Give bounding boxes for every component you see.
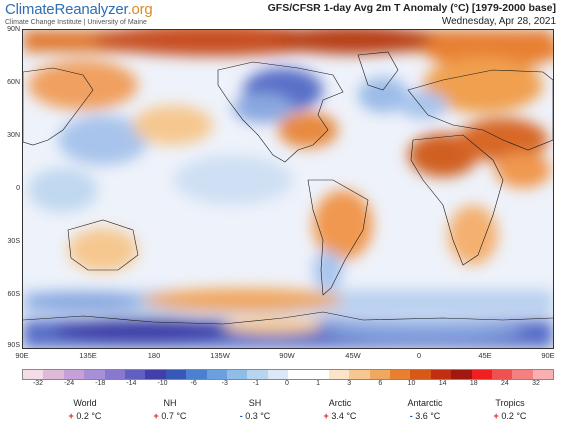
stat-antarctic: Antarctic - 3.6 °C xyxy=(385,398,465,421)
coastlines xyxy=(23,51,553,325)
stat-sign: + xyxy=(68,411,74,421)
stat-tropics: Tropics + 0.2 °C xyxy=(470,398,550,421)
stat-sign: + xyxy=(493,411,499,421)
scale-swatch xyxy=(532,370,554,379)
scale-swatch xyxy=(63,370,85,379)
scale-swatch xyxy=(84,370,105,379)
stat-name: World xyxy=(73,398,97,408)
anomaly-map xyxy=(22,29,554,349)
stat-value: + 0.7 °C xyxy=(130,411,210,421)
scale-swatch xyxy=(491,370,513,379)
lon-label: 45E xyxy=(478,351,492,360)
stat-number: 3.4 °C xyxy=(328,411,357,421)
lat-label: 30N xyxy=(7,132,20,139)
stat-sign: + xyxy=(323,411,329,421)
anomaly-field xyxy=(23,30,553,348)
lat-label: 60N xyxy=(7,79,20,86)
scale-swatch xyxy=(267,370,289,379)
stat-number: 0.2 °C xyxy=(498,411,527,421)
stat-name: NH xyxy=(163,398,177,408)
stat-sign: - xyxy=(409,411,413,421)
stat-name: Arctic xyxy=(328,398,352,408)
lat-label: 90N xyxy=(7,26,20,33)
stat-arctic: Arctic + 3.4 °C xyxy=(300,398,380,421)
scale-swatch xyxy=(124,370,146,379)
scale-label: -1 xyxy=(252,380,259,387)
scale-swatch xyxy=(451,370,472,379)
lat-label: 60S xyxy=(7,291,20,298)
stat-sign: - xyxy=(239,411,243,421)
scale-swatch xyxy=(23,370,44,379)
scale-swatch xyxy=(430,370,452,379)
scale-swatch xyxy=(247,370,268,379)
anomaly-map-canvas xyxy=(23,30,553,348)
scale-label: -18 xyxy=(95,380,106,387)
scale-swatch xyxy=(165,370,187,379)
scale-swatch xyxy=(369,370,391,379)
stat-name: SH xyxy=(248,398,262,408)
stat-name: Antarctic xyxy=(407,398,443,408)
scale-label: 32 xyxy=(532,380,540,387)
scale-swatch xyxy=(145,370,166,379)
scale-label: 3 xyxy=(347,380,352,387)
stat-value: + 0.2 °C xyxy=(45,411,125,421)
scale-label: -24 xyxy=(64,380,75,387)
lon-label: 0 xyxy=(416,351,422,360)
lat-label: 30S xyxy=(7,238,20,245)
stat-nh: NH + 0.7 °C xyxy=(130,398,210,421)
scale-label: 24 xyxy=(500,380,509,387)
scale-swatch xyxy=(206,370,227,379)
scale-label: 14 xyxy=(438,380,447,387)
brand-logo: ClimateReanalyzer.org Climate Change Ins… xyxy=(5,1,153,27)
stat-number: 0.3 °C xyxy=(242,411,271,421)
stat-value: + 0.2 °C xyxy=(470,411,550,421)
scale-swatch xyxy=(512,370,533,379)
scale-swatch xyxy=(226,370,248,379)
stat-value: + 3.4 °C xyxy=(300,411,380,421)
lon-label: 135W xyxy=(210,351,230,360)
stat-sh: SH - 0.3 °C xyxy=(215,398,295,421)
scale-label: 1 xyxy=(316,380,321,387)
lat-label: 0 xyxy=(16,185,20,192)
scale-label: -10 xyxy=(157,380,168,387)
lat-label: 90S xyxy=(7,342,20,349)
stat-value: - 3.6 °C xyxy=(385,411,465,421)
color-scale-bar xyxy=(22,369,554,380)
scale-swatch xyxy=(390,370,411,379)
scale-swatch xyxy=(104,370,125,379)
map-date: Wednesday, Apr 28, 2021 xyxy=(441,16,556,27)
scale-label: -3 xyxy=(221,380,228,387)
scale-label: -6 xyxy=(190,380,197,387)
scale-label: 18 xyxy=(469,380,478,387)
scale-swatch xyxy=(328,370,350,379)
scale-swatch xyxy=(410,370,431,379)
stat-sign: + xyxy=(153,411,159,421)
scale-swatch xyxy=(288,370,309,379)
stat-name: Tropics xyxy=(495,398,525,408)
lon-label: 90E xyxy=(15,351,29,360)
scale-swatch xyxy=(349,370,370,379)
scale-swatch xyxy=(308,370,329,379)
lon-label: 135E xyxy=(79,351,97,360)
scale-label: 0 xyxy=(285,380,289,387)
scale-label: 10 xyxy=(407,380,416,387)
stat-number: 3.6 °C xyxy=(412,411,441,421)
stat-number: 0.7 °C xyxy=(158,411,187,421)
scale-label: -14 xyxy=(126,380,137,387)
lon-label: 90W xyxy=(279,351,295,360)
stat-value: - 0.3 °C xyxy=(215,411,295,421)
map-title: GFS/CFSR 1-day Avg 2m T Anomaly (°C) [19… xyxy=(267,2,556,14)
stat-world: World + 0.2 °C xyxy=(45,398,125,421)
brand-subtitle: Climate Change Institute | University of… xyxy=(5,19,147,26)
lon-label: 180 xyxy=(147,351,161,360)
lon-label: 45W xyxy=(345,351,361,360)
scale-swatch xyxy=(186,370,207,379)
lon-label: 90E xyxy=(541,351,555,360)
scale-swatch xyxy=(471,370,492,379)
scale-label: 6 xyxy=(378,380,383,387)
scale-swatch xyxy=(43,370,64,379)
brand-name: ClimateReanalyzer.org xyxy=(5,1,153,18)
stat-number: 0.2 °C xyxy=(73,411,102,421)
scale-label: -32 xyxy=(32,380,44,387)
